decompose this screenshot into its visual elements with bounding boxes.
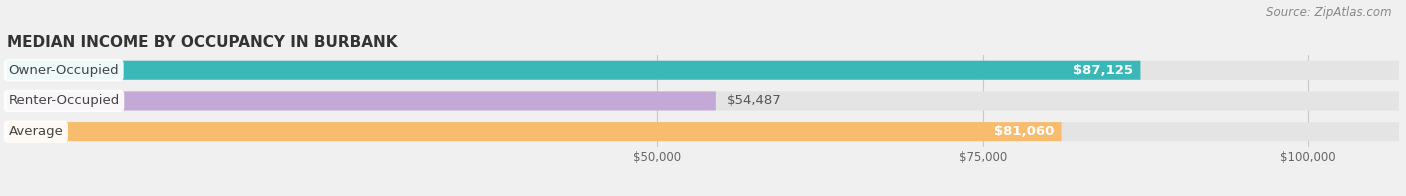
Text: MEDIAN INCOME BY OCCUPANCY IN BURBANK: MEDIAN INCOME BY OCCUPANCY IN BURBANK bbox=[7, 34, 398, 50]
FancyBboxPatch shape bbox=[7, 61, 1399, 80]
Text: $81,060: $81,060 bbox=[994, 125, 1054, 138]
FancyBboxPatch shape bbox=[7, 122, 1062, 141]
FancyBboxPatch shape bbox=[7, 91, 716, 111]
Text: Average: Average bbox=[8, 125, 63, 138]
Text: Source: ZipAtlas.com: Source: ZipAtlas.com bbox=[1267, 6, 1392, 19]
FancyBboxPatch shape bbox=[7, 61, 1140, 80]
Text: Renter-Occupied: Renter-Occupied bbox=[8, 94, 120, 107]
Text: $54,487: $54,487 bbox=[727, 94, 782, 107]
FancyBboxPatch shape bbox=[7, 91, 1399, 111]
Text: Owner-Occupied: Owner-Occupied bbox=[8, 64, 120, 77]
Text: $87,125: $87,125 bbox=[1073, 64, 1133, 77]
FancyBboxPatch shape bbox=[7, 122, 1399, 141]
